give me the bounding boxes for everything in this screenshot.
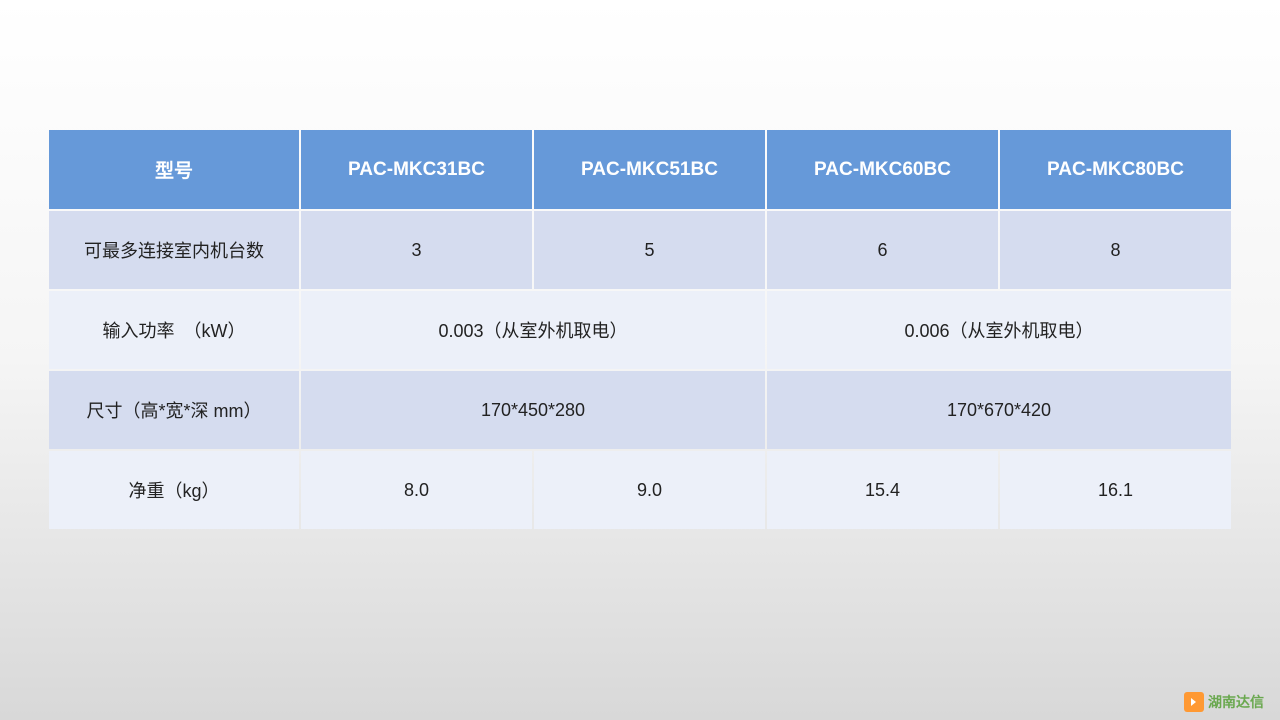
header-col-3: PAC-MKC60BC xyxy=(767,130,998,209)
cell: 9.0 xyxy=(534,451,765,529)
spec-table: 型号 PAC-MKC31BC PAC-MKC51BC PAC-MKC60BC P… xyxy=(47,128,1233,531)
cell: 8 xyxy=(1000,211,1231,289)
cell: 0.003（从室外机取电） xyxy=(301,291,765,369)
row-label: 尺寸（高*宽*深 mm） xyxy=(49,371,299,449)
cell: 170*450*280 xyxy=(301,371,765,449)
header-col-2: PAC-MKC51BC xyxy=(534,130,765,209)
row-label: 可最多连接室内机台数 xyxy=(49,211,299,289)
row-label: 净重（kg） xyxy=(49,451,299,529)
brand-text: 湖南达信 xyxy=(1208,692,1264,712)
cell: 15.4 xyxy=(767,451,998,529)
brand-arrow-icon xyxy=(1184,692,1204,712)
header-col-1: PAC-MKC31BC xyxy=(301,130,532,209)
cell: 170*670*420 xyxy=(767,371,1231,449)
cell: 8.0 xyxy=(301,451,532,529)
cell: 3 xyxy=(301,211,532,289)
cell: 5 xyxy=(534,211,765,289)
spec-table-container: 型号 PAC-MKC31BC PAC-MKC51BC PAC-MKC60BC P… xyxy=(47,128,1233,531)
cell: 6 xyxy=(767,211,998,289)
table-row: 尺寸（高*宽*深 mm） 170*450*280 170*670*420 xyxy=(49,371,1231,449)
table-header-row: 型号 PAC-MKC31BC PAC-MKC51BC PAC-MKC60BC P… xyxy=(49,130,1231,209)
table-row: 净重（kg） 8.0 9.0 15.4 16.1 xyxy=(49,451,1231,529)
cell: 16.1 xyxy=(1000,451,1231,529)
cell: 0.006（从室外机取电） xyxy=(767,291,1231,369)
row-label: 输入功率 （kW） xyxy=(49,291,299,369)
header-col-4: PAC-MKC80BC xyxy=(1000,130,1231,209)
table-row: 输入功率 （kW） 0.003（从室外机取电） 0.006（从室外机取电） xyxy=(49,291,1231,369)
header-model: 型号 xyxy=(49,130,299,209)
table-row: 可最多连接室内机台数 3 5 6 8 xyxy=(49,211,1231,289)
footer-brand: 湖南达信 xyxy=(1184,692,1264,712)
